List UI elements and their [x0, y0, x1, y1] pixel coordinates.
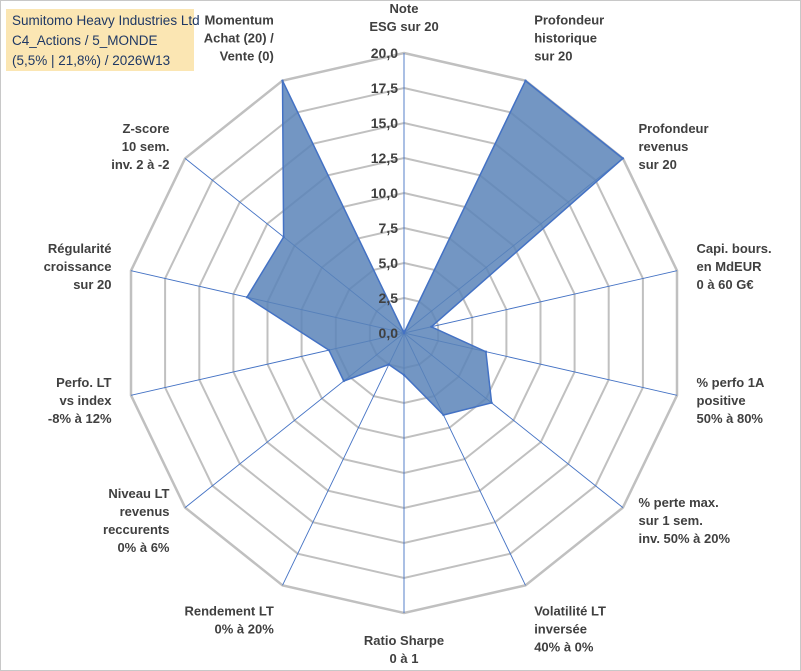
axis-label-line: Z-score [123, 121, 170, 136]
axis-labels: Note ESG sur 20 Profondeur historique sur 20… [44, 1, 772, 666]
tick-label: 7,5 [379, 220, 399, 236]
data-point-12 [245, 296, 249, 299]
axis-label-7: Volatilité LT inversée 40% à 0% [534, 603, 606, 654]
tick-label: 0,0 [379, 325, 399, 341]
axis-label-5: % perfo 1A positive 50% à 80% [697, 375, 766, 426]
tick-label: 10,0 [371, 185, 398, 201]
data-point-8 [402, 373, 406, 377]
axis-label-line: Profondeur [534, 13, 604, 28]
data-point-10 [342, 379, 345, 383]
axis-label-1: Note ESG sur 20 [369, 1, 438, 34]
axis-label-12: Régularité croissance sur 20 [44, 241, 112, 292]
data-point-9 [387, 363, 390, 366]
data-point-1 [402, 331, 406, 335]
axis-label-3: Profondeur revenus sur 20 [639, 121, 709, 172]
axis-label-line: Ratio Sharpe [364, 633, 444, 648]
radar-series [245, 79, 625, 417]
axis-label-line: ESG sur 20 [369, 19, 438, 34]
axis-label-11: Perfo. LT vs index -8% à 12% [48, 375, 112, 426]
axis-label-line: positive [697, 393, 746, 408]
axis-spoke-4 [403, 270, 678, 334]
axis-label-line: Profondeur [639, 121, 709, 136]
axis-label-line: revenus [639, 139, 689, 154]
data-point-11 [327, 348, 331, 352]
axis-label-line: Achat (20) / [204, 31, 274, 46]
axis-label-line: sur 1 sem. [639, 513, 703, 528]
axis-label-line: sur 20 [73, 277, 111, 292]
axis-label-14: Momentum Achat (20) / Vente (0) [204, 13, 274, 64]
axis-label-line: Momentum [204, 13, 273, 28]
axis-label-line: Rendement LT [184, 603, 273, 618]
axis-label-line: inversée [534, 621, 587, 636]
axis-label-line: inv. 2 à -2 [111, 157, 169, 172]
data-point-3 [621, 157, 625, 160]
axis-label-line: 10 sem. [122, 139, 170, 154]
data-point-5 [484, 350, 488, 353]
axis-label-2: Profondeur historique sur 20 [534, 13, 604, 64]
axis-label-line: Volatilité LT [534, 603, 606, 618]
axis-label-4: Capi. bours. en MdEUR 0 à 60 G€ [697, 241, 772, 292]
chart-title-box: Sumitomo Heavy Industries Ltd C4_Actions… [6, 9, 200, 71]
data-point-6 [490, 401, 493, 404]
axis-label-line: -8% à 12% [48, 411, 112, 426]
tick-label: 5,0 [379, 255, 399, 271]
axis-label-line: sur 20 [639, 157, 677, 172]
axis-label-line: 40% à 0% [534, 639, 594, 654]
data-point-13 [282, 235, 285, 239]
axis-label-line: Perfo. LT [56, 375, 111, 390]
portfolio-name: C4_Actions / 5_MONDE [12, 33, 158, 48]
axis-label-line: sur 20 [534, 49, 572, 64]
axis-label-line: 0 à 1 [390, 651, 419, 666]
axis-label-line: revenus [120, 504, 170, 519]
axis-label-line: % perfo 1A [697, 375, 766, 390]
axis-label-line: Note [390, 1, 419, 16]
axis-label-line: Niveau LT [108, 486, 169, 501]
axis-label-line: inv. 50% à 20% [639, 531, 731, 546]
axis-label-line: en MdEUR [697, 259, 763, 274]
axis-label-9: Rendement LT 0% à 20% [184, 603, 274, 636]
axis-label-line: % perte max. [639, 495, 719, 510]
axis-label-10: Niveau LT revenus reccurents 0% à 6% [103, 486, 170, 555]
data-point-7 [442, 413, 445, 417]
axis-label-line: 0% à 6% [117, 540, 169, 555]
axis-label-6: % perte max. sur 1 sem. inv. 50% à 20% [639, 495, 731, 546]
axis-label-line: 50% à 80% [697, 411, 764, 426]
axis-label-line: 0% à 20% [215, 621, 275, 636]
tick-label: 12,5 [371, 150, 398, 166]
performance-week: (5,5% | 21,8%) / 2026W13 [12, 53, 171, 68]
radial-tick-labels: 0,0 2,5 5,0 7,5 10,0 12,5 15,0 17,5 20,0 [371, 45, 398, 341]
data-point-2 [524, 79, 527, 82]
axis-label-8: Ratio Sharpe 0 à 1 [364, 633, 444, 666]
axis-label-line: Régularité [48, 241, 112, 256]
tick-label: 17,5 [371, 80, 398, 96]
axis-label-line: Capi. bours. [697, 241, 772, 256]
axis-label-line: 0 à 60 G€ [697, 277, 754, 292]
axis-label-line: historique [534, 31, 597, 46]
tick-label: 2,5 [379, 290, 399, 306]
data-point-14 [281, 79, 284, 82]
data-point-4 [430, 325, 433, 328]
axis-label-line: reccurents [103, 522, 169, 537]
company-name: Sumitomo Heavy Industries Ltd [12, 13, 200, 28]
axis-label-line: Vente (0) [220, 49, 274, 64]
axis-label-line: croissance [44, 259, 112, 274]
tick-label: 15,0 [371, 115, 398, 131]
axis-spoke-9 [282, 332, 405, 586]
tick-label: 20,0 [371, 45, 398, 61]
axis-label-13: Z-score 10 sem. inv. 2 à -2 [111, 121, 169, 172]
axis-label-line: vs index [59, 393, 112, 408]
